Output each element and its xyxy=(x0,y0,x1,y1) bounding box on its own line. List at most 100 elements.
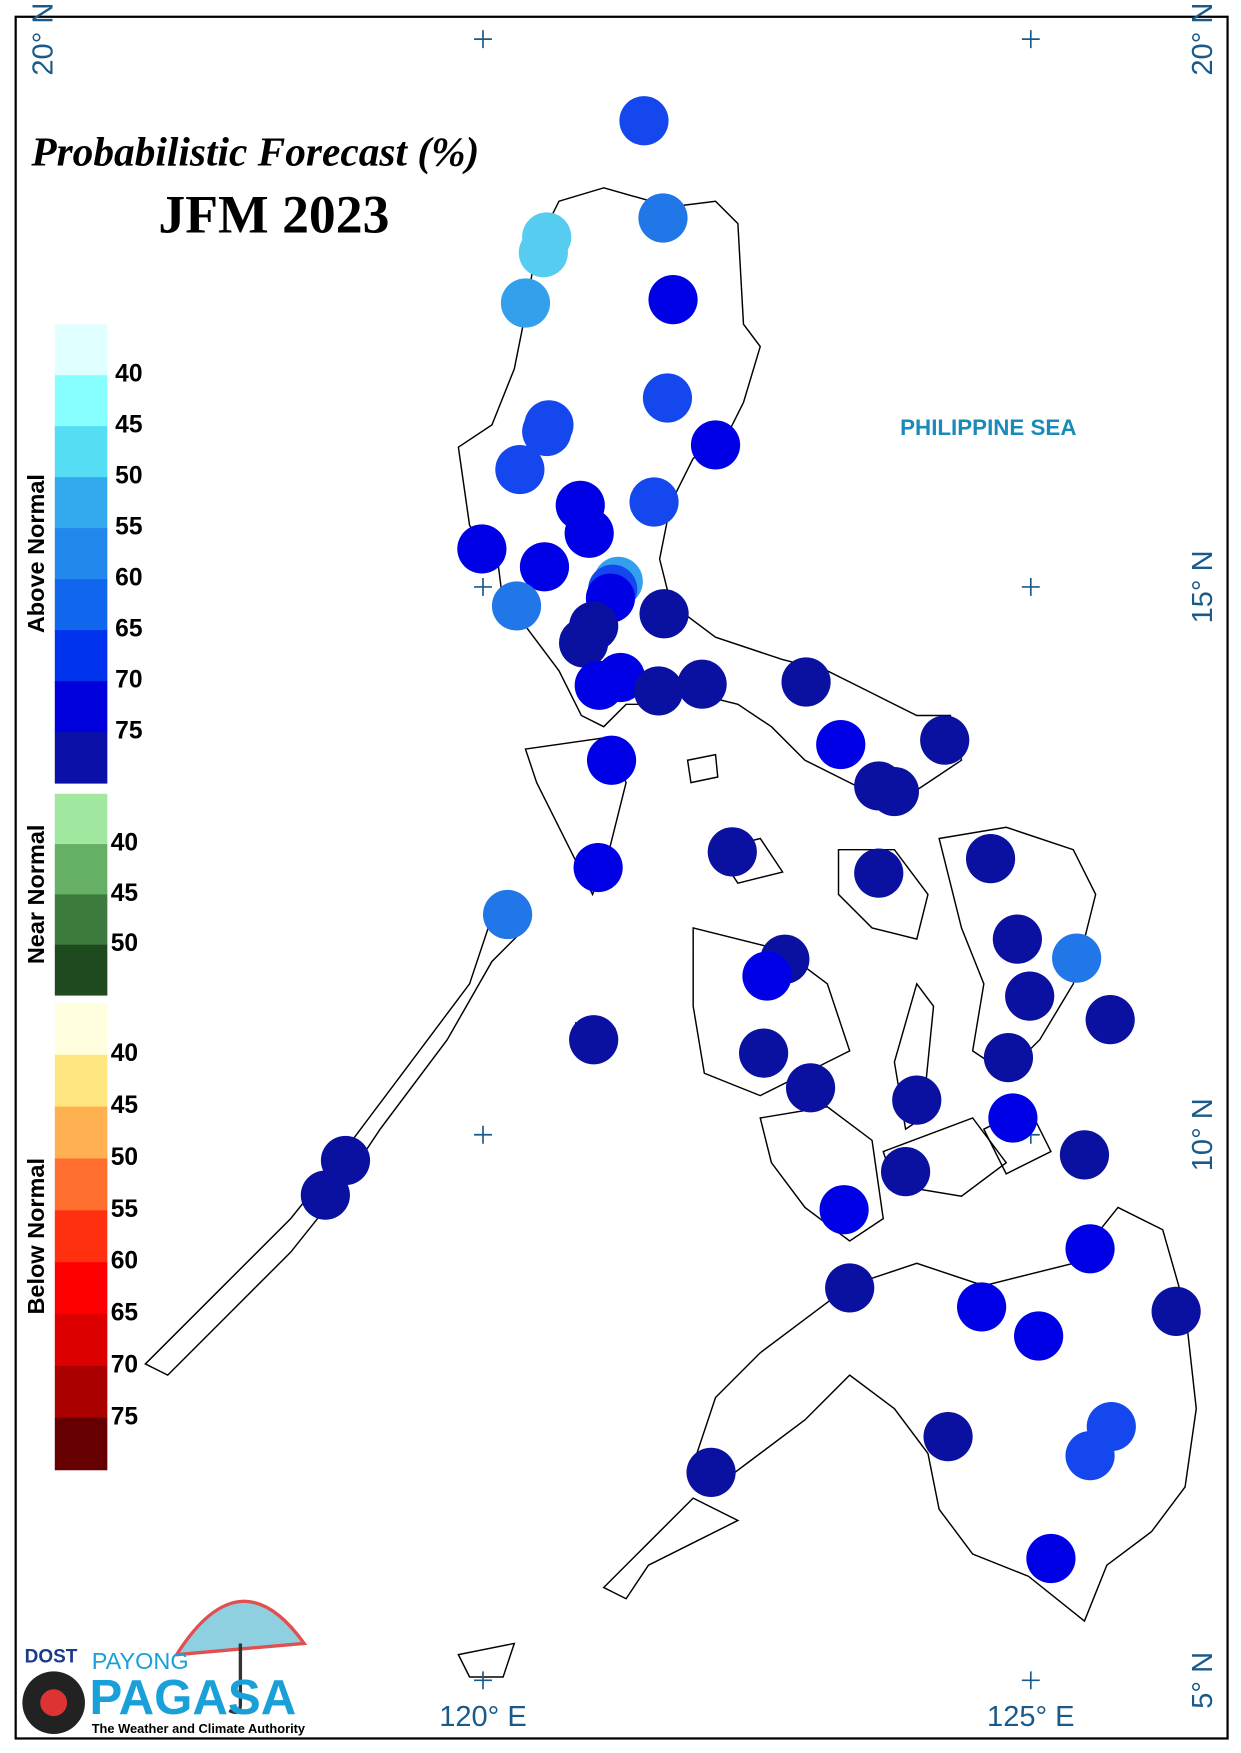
station-marker xyxy=(920,715,970,765)
station-marker xyxy=(677,659,727,709)
station-marker xyxy=(707,827,757,877)
station-marker xyxy=(1005,971,1055,1021)
station-marker xyxy=(880,1147,931,1197)
station-marker xyxy=(690,420,741,470)
lon-label: 125° E xyxy=(987,1701,1075,1733)
station-marker xyxy=(983,1033,1034,1083)
lat-label: 20° N xyxy=(27,3,59,76)
legend-swatch xyxy=(54,1054,108,1108)
station-marker xyxy=(619,96,669,146)
station-marker xyxy=(1052,933,1102,983)
legend-group-label: Above Normal xyxy=(23,474,49,633)
legend: 40 45 50 55 60 65 70 75 Above Normal 40 45 50 Near N… xyxy=(23,324,143,1471)
station-marker xyxy=(742,951,792,1001)
station-marker xyxy=(988,1093,1038,1143)
legend-swatch xyxy=(54,1314,108,1367)
legend-swatch xyxy=(54,579,108,631)
legend-tick: 50 xyxy=(115,463,142,490)
legend-tick: 70 xyxy=(115,667,142,694)
legend-swatch xyxy=(54,477,108,529)
station-marker xyxy=(1085,995,1135,1045)
logo-tagline: The Weather and Climate Authority xyxy=(92,1721,306,1736)
legend-swatch xyxy=(54,1417,108,1471)
legend-tick: 40 xyxy=(111,830,138,857)
lat-label: 20° N xyxy=(1187,3,1219,76)
station-marker xyxy=(573,842,623,893)
station-markers xyxy=(300,96,1201,1584)
station-marker xyxy=(633,666,684,716)
station-marker xyxy=(564,508,614,558)
station-marker xyxy=(500,278,551,328)
legend-tick: 75 xyxy=(111,1403,138,1430)
map-frame xyxy=(14,15,1229,1740)
legend-swatch xyxy=(54,1365,108,1419)
station-marker xyxy=(1065,1224,1115,1274)
station-marker xyxy=(595,652,646,703)
station-marker xyxy=(854,848,904,898)
lat-label: 15° N xyxy=(1187,550,1219,623)
legend-group-label: Below Normal xyxy=(23,1158,49,1315)
station-marker xyxy=(819,1185,869,1235)
logo: DOST PAYONG PAGASA The Weather and Clima… xyxy=(22,1599,308,1736)
station-marker xyxy=(869,766,920,817)
station-marker xyxy=(629,477,679,527)
station-marker xyxy=(1026,1533,1076,1584)
station-marker xyxy=(825,1263,875,1313)
map-subtitle: JFM 2023 xyxy=(158,185,389,245)
station-marker xyxy=(519,542,570,592)
station-marker xyxy=(957,1282,1007,1332)
station-marker xyxy=(923,1412,973,1462)
legend-tick: 65 xyxy=(111,1300,138,1327)
sea-label: PHILIPPINE SEA xyxy=(900,415,1076,440)
station-marker xyxy=(816,719,866,770)
legend-tick: 50 xyxy=(111,1144,138,1171)
station-marker xyxy=(559,618,609,668)
legend-swatch xyxy=(54,426,108,478)
legend-swatch xyxy=(54,630,108,682)
station-marker xyxy=(739,1028,789,1078)
legend-tick: 40 xyxy=(115,361,142,388)
station-marker xyxy=(686,1447,736,1497)
legend-swatch xyxy=(54,324,108,376)
legend-tick: 65 xyxy=(115,616,142,643)
legend-swatch xyxy=(54,528,108,580)
station-marker xyxy=(1059,1130,1110,1180)
map-title: Probabilistic Forecast (%) xyxy=(30,128,479,175)
legend-group-label: Near Normal xyxy=(23,825,49,965)
logo-brand-top: PAYONG xyxy=(92,1648,189,1674)
station-marker xyxy=(781,657,831,707)
legend-swatch xyxy=(54,894,108,946)
station-marker xyxy=(586,735,637,785)
station-marker xyxy=(785,1063,836,1113)
legend-tick: 55 xyxy=(115,514,142,541)
station-marker xyxy=(491,581,542,631)
station-marker xyxy=(495,444,545,495)
station-marker xyxy=(642,373,693,423)
legend-tick: 60 xyxy=(115,565,142,592)
legend-tick: 45 xyxy=(111,880,138,907)
station-marker xyxy=(522,406,572,457)
station-marker xyxy=(482,889,533,940)
station-marker xyxy=(965,834,1016,884)
legend-swatch xyxy=(54,1262,108,1315)
legend-swatch xyxy=(54,375,108,427)
station-marker xyxy=(1151,1286,1201,1336)
lat-label: 5° N xyxy=(1187,1652,1219,1709)
legend-tick: 45 xyxy=(111,1092,138,1119)
legend-tick: 70 xyxy=(111,1351,138,1378)
legend-swatch xyxy=(54,1210,108,1263)
station-marker xyxy=(569,1015,619,1065)
station-marker xyxy=(300,1170,350,1220)
legend-swatch xyxy=(54,793,108,845)
lat-label: 10° N xyxy=(1187,1098,1219,1171)
station-marker xyxy=(992,914,1042,964)
station-marker xyxy=(648,275,698,325)
logo-brand: PAGASA xyxy=(89,1670,296,1725)
legend-swatch xyxy=(54,732,108,784)
lon-label: 120° E xyxy=(439,1701,527,1733)
legend-swatch xyxy=(54,1106,108,1160)
legend-swatch xyxy=(54,944,108,996)
station-marker xyxy=(638,193,688,243)
station-marker xyxy=(892,1075,942,1125)
